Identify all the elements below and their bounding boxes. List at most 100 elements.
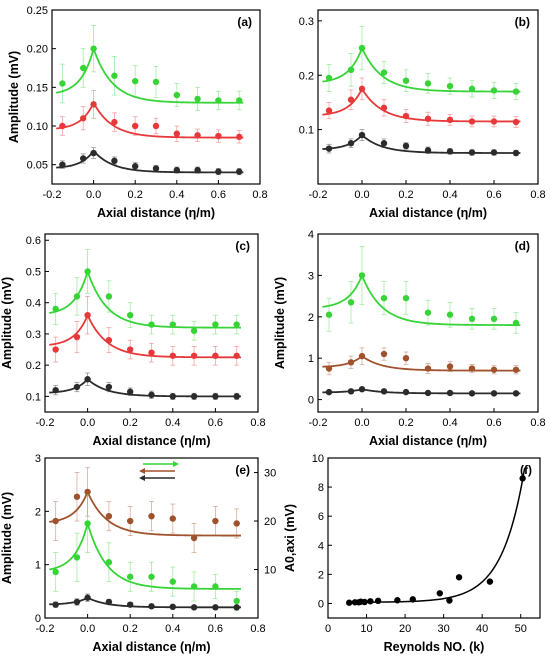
panel-e: -0.2 0.0 0.2 0.4 0.6 0.8 0 1 2 3 10 20 30 Axial dista… [0, 453, 276, 654]
x-tick-label: 0.2 [128, 189, 143, 201]
x-tick-label: 0.2 [398, 189, 413, 201]
data-point [73, 493, 81, 500]
fit-curve [49, 313, 241, 359]
fit-curve [49, 377, 241, 398]
data-point [424, 147, 432, 154]
data-point [148, 391, 155, 399]
data-point [490, 390, 498, 397]
panel-label: (e) [235, 463, 250, 477]
data-point [52, 568, 59, 576]
x-axis-title: Axial distance (η/m) [92, 434, 210, 448]
series-2 [322, 129, 521, 157]
x-tick-label: 0.8 [250, 417, 265, 429]
data-point [190, 604, 198, 611]
fit-curve [322, 354, 521, 372]
fit-curve [322, 133, 521, 154]
fit-curve [55, 45, 244, 104]
data-point [468, 315, 476, 323]
data-point [233, 321, 240, 328]
data-point [325, 365, 333, 372]
y-tick-label: 6 [318, 511, 324, 523]
x-tick-label: 20 [399, 623, 411, 635]
data-point [512, 319, 520, 327]
data-point [84, 594, 91, 601]
x-tick-label: 0.2 [123, 623, 138, 635]
data-point [402, 388, 410, 396]
fit-curve [49, 268, 241, 329]
x-tick-label: -0.2 [309, 417, 328, 429]
data-point [512, 390, 520, 397]
x-tick-label: 0.8 [252, 189, 267, 201]
data-point [446, 363, 454, 370]
y-tick-label: 10 [312, 453, 324, 465]
data-point [358, 272, 366, 279]
data-point [380, 69, 388, 76]
data-point [325, 388, 333, 396]
data-point [73, 333, 81, 341]
data-point [424, 115, 432, 122]
x-tick-label: 0.6 [208, 417, 223, 429]
data-point [512, 88, 520, 95]
y-tick-label: 0 [308, 395, 314, 407]
y-tick-label: 0.1 [299, 125, 314, 137]
data-point [169, 515, 176, 522]
x-tick-label: 0.0 [80, 623, 95, 635]
data-point [233, 520, 240, 527]
data-point [173, 166, 180, 174]
y-tick-label: 0.2 [299, 70, 314, 82]
data-point [73, 293, 81, 300]
y-tick-label: 2 [308, 312, 314, 324]
data-point [402, 112, 410, 120]
legend-arrow-head [173, 461, 179, 467]
panel-label: (a) [237, 15, 252, 29]
series-1 [322, 77, 521, 128]
data-point [84, 488, 91, 496]
x-tick-label: 30 [438, 623, 450, 635]
data-point [59, 161, 66, 168]
data-point [490, 87, 498, 94]
data-point [80, 64, 87, 72]
x-tick-label: -0.2 [309, 189, 328, 201]
data-point [169, 393, 176, 400]
data-point [233, 352, 240, 359]
y-tick-label: 3 [35, 453, 41, 465]
data-point [105, 336, 113, 344]
x-tick-label: 0.2 [398, 417, 413, 429]
data-point [358, 352, 366, 360]
y-axis-title: A0,axi (mV) [283, 504, 297, 572]
data-point [468, 365, 476, 372]
series-0 [346, 475, 526, 606]
fit-curve [322, 45, 521, 93]
data-point [402, 77, 410, 84]
data-point [169, 603, 176, 610]
y-tick-label: 1 [35, 560, 41, 572]
x-tick-label: 0.8 [530, 189, 545, 201]
data-point [215, 132, 222, 140]
x-tick-label: 0.8 [530, 417, 545, 429]
data-point [73, 554, 81, 561]
data-point [152, 165, 160, 172]
y-tick-label: 0.3 [26, 329, 41, 341]
x-axis-title: Axial distance (η/m) [97, 206, 215, 220]
y-tick-label: 0.3 [299, 16, 314, 28]
data-point [173, 91, 180, 99]
fit-curve [49, 489, 241, 537]
series-0 [49, 249, 241, 341]
data-point [236, 133, 243, 141]
x-tick-label: 0.2 [123, 417, 138, 429]
data-point [233, 604, 240, 611]
data-point [105, 383, 113, 391]
data-point [132, 163, 139, 170]
y-tick-label: 1 [308, 353, 314, 365]
series-2 [56, 147, 244, 176]
data-point [402, 142, 410, 150]
data-point [111, 72, 118, 79]
data-point [169, 352, 176, 359]
data-point [148, 512, 155, 520]
y-tick-label: 4 [318, 540, 324, 552]
data-point [132, 77, 139, 85]
series-2 [49, 372, 241, 400]
x-tick-label: 0 [325, 623, 331, 635]
series-0 [55, 25, 244, 111]
